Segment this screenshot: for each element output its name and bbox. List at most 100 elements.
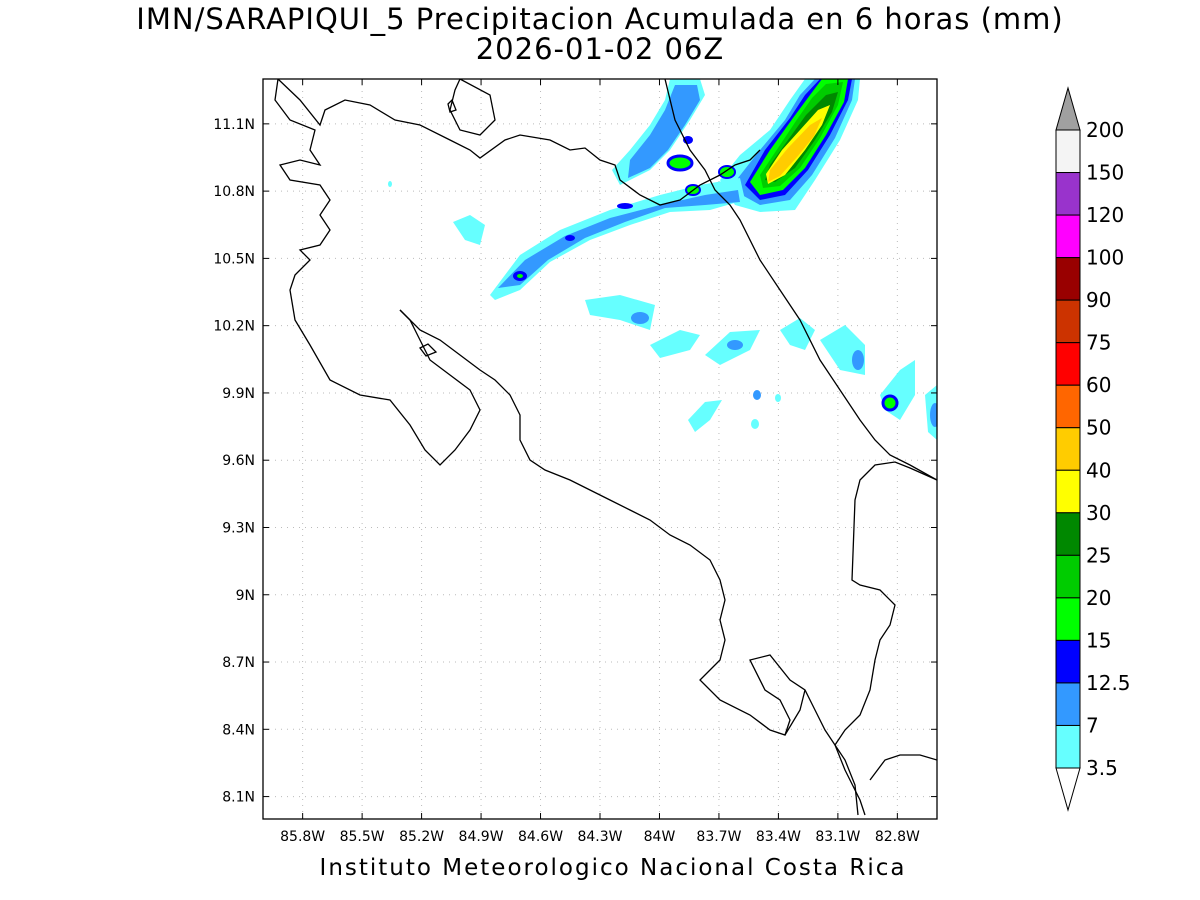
- colorbar-label: 50: [1086, 416, 1111, 440]
- colorbar-swatch: [1055, 512, 1081, 556]
- panama-coast-south: [869, 754, 937, 781]
- longitude-labels: 85.8W 85.5W 85.2W 84.9W 84.6W 84.3W 84W 83.7W 83…: [280, 829, 920, 845]
- colorbar-label: 12.5: [1086, 671, 1131, 695]
- lon-tick-label: 84.3W: [577, 829, 622, 845]
- coastline-and-borders: [274, 79, 937, 816]
- map-frame: [262, 78, 938, 820]
- lon-tick-label: 84.9W: [459, 829, 504, 845]
- colorbar-label: 100: [1086, 246, 1124, 270]
- lat-tick-label: 8.1N: [222, 790, 255, 806]
- lon-tick-label: 85.5W: [340, 829, 385, 845]
- osa-peninsula: [784, 689, 806, 736]
- precip-band-north-7: [628, 85, 700, 178]
- colorbar-label: 25: [1086, 543, 1111, 567]
- precip-cell-small: [388, 181, 392, 187]
- precip-band-west-3_5: [490, 178, 745, 300]
- precip-cell-mid-15: [881, 394, 899, 412]
- colorbar-swatch: [1055, 384, 1081, 429]
- colorbar-swatch: [1055, 554, 1081, 599]
- colorbar-label: 200: [1086, 118, 1124, 142]
- map-gridlines: [263, 79, 937, 819]
- axis-ticks: [263, 79, 937, 819]
- nicoya-gulf: [399, 309, 859, 816]
- colorbar: 200 150 120 100 90 75 60 50 40 30 25 20 15 12.5 7 3.5: [1055, 86, 1131, 812]
- title-line-1: IMN/SARAPIQUI_5 Precipitacion Acumulada …: [136, 2, 1064, 36]
- small-island: [447, 98, 457, 113]
- colorbar-swatch: [1055, 299, 1081, 344]
- precipitation-layer: [388, 79, 937, 440]
- footer-credit: Instituto Meteorologico Nacional Costa R…: [319, 855, 907, 881]
- colorbar-label: 15: [1086, 628, 1111, 652]
- nicaragua-border: [664, 79, 937, 481]
- colorbar-bottom-arrow: [1055, 767, 1081, 812]
- lat-tick-label: 10.5N: [213, 251, 255, 267]
- lon-tick-label: 85.8W: [280, 829, 325, 845]
- colorbar-swatch: [1055, 172, 1081, 216]
- precip-cell-west-12_5c: [565, 235, 575, 241]
- gulf-island: [419, 343, 438, 357]
- title-line-2: 2026-01-02 06Z: [475, 32, 725, 66]
- lat-tick-label: 9.3N: [222, 520, 255, 536]
- lat-tick-label: 9N: [236, 588, 255, 604]
- lon-tick-label: 83.4W: [756, 829, 801, 845]
- colorbar-swatch: [1055, 597, 1081, 641]
- colorbar-label: 7: [1086, 713, 1099, 737]
- lat-tick-label: 8.7N: [222, 655, 255, 671]
- precip-cell-east-7: [930, 403, 937, 427]
- lon-tick-label: 83.1W: [815, 829, 860, 845]
- precip-cell-west-15c: [718, 165, 736, 179]
- precip-band-ne-40: [768, 118, 822, 182]
- precip-cell-west-15: [517, 274, 523, 278]
- colorbar-swatch: [1055, 214, 1081, 259]
- precip-band-mid-3_5g: [688, 400, 722, 432]
- precip-cell-mid-3_5h: [751, 419, 759, 429]
- colorbar-swatch: [1055, 342, 1081, 386]
- colorbar-swatch: [1055, 639, 1081, 684]
- precip-patch-west-3_5: [453, 215, 485, 245]
- precip-cell-mid-7c: [852, 350, 864, 370]
- colorbar-label: 120: [1086, 203, 1124, 227]
- lon-tick-label: 82.8W: [875, 829, 920, 845]
- pacific-coast-north: [274, 79, 481, 466]
- colorbar-swatch: [1055, 257, 1081, 301]
- lake-northern-shore: [449, 79, 496, 136]
- lon-tick-label: 83.7W: [696, 829, 741, 845]
- precip-cell-mid-7b: [727, 340, 743, 350]
- precip-band-mid-3_5f: [880, 360, 915, 420]
- precip-cell-mid-7: [631, 312, 649, 324]
- lat-tick-label: 10.2N: [213, 319, 255, 335]
- panama-border: [834, 461, 937, 816]
- colorbar-swatch: [1055, 724, 1081, 769]
- colorbar-swatch: [1055, 682, 1081, 726]
- lon-tick-label: 84W: [644, 829, 676, 845]
- precip-cell-mid-7d: [753, 390, 761, 400]
- lon-tick-label: 85.2W: [399, 829, 444, 845]
- lat-tick-label: 9.6N: [222, 453, 255, 469]
- colorbar-swatch: [1055, 427, 1081, 471]
- lon-tick-label: 84.6W: [518, 829, 563, 845]
- precip-band-mid-3_5b: [650, 330, 700, 358]
- lat-tick-label: 10.8N: [213, 184, 255, 200]
- lat-tick-label: 11.1N: [213, 117, 255, 133]
- colorbar-top-arrow: [1055, 86, 1081, 131]
- lat-tick-label: 8.4N: [222, 722, 255, 738]
- lat-tick-label: 9.9N: [222, 386, 255, 402]
- precip-band-mid-3_5d: [780, 318, 815, 350]
- nicaragua-lake-shore: [277, 79, 761, 206]
- precip-cell-north-15: [666, 154, 694, 172]
- colorbar-swatch: [1055, 469, 1081, 514]
- colorbar-label: 90: [1086, 288, 1111, 312]
- colorbar-label: 150: [1086, 161, 1124, 185]
- latitude-labels: 11.1N 10.8N 10.5N 10.2N 9.9N 9.6N 9.3N 9N 8.7N 8.…: [213, 117, 255, 806]
- precip-cell-west-12_5b: [617, 203, 633, 209]
- precip-band-mid-3_5: [585, 295, 655, 330]
- precip-cell-mid-3_5i: [775, 394, 781, 402]
- colorbar-label: 20: [1086, 586, 1111, 610]
- colorbar-label: 30: [1086, 501, 1111, 525]
- colorbar-label: 40: [1086, 458, 1111, 482]
- colorbar-swatch: [1055, 129, 1081, 174]
- colorbar-label: 3.5: [1086, 756, 1118, 780]
- colorbar-label: 60: [1086, 373, 1111, 397]
- colorbar-label: 75: [1086, 331, 1111, 355]
